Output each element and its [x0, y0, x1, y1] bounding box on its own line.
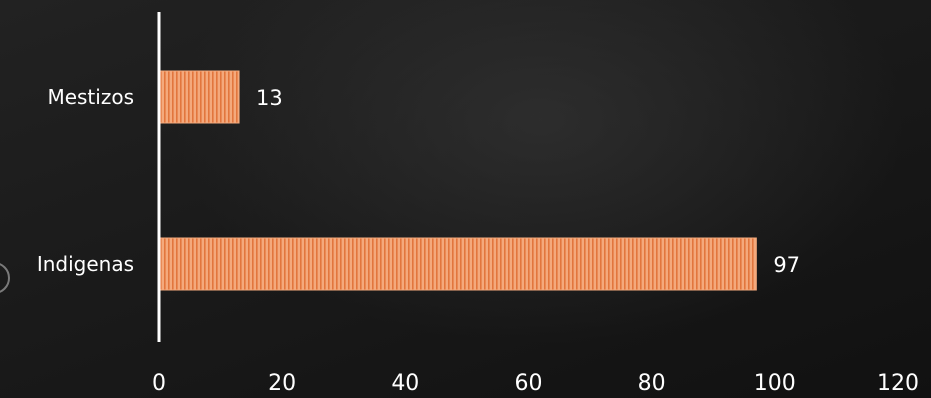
x-tick-label-20: 20 [268, 371, 296, 396]
x-tick-label-0: 0 [152, 371, 166, 396]
bars-layer [158, 70, 757, 291]
category-label-mestizos: Mestizos [47, 85, 134, 109]
x-tick-label-100: 100 [754, 371, 796, 396]
labels-layer: Mestizos 13 Indigenas 97 [37, 85, 800, 277]
bar-mestizos [158, 70, 240, 124]
bar-indigenas [158, 237, 757, 291]
x-tick-label-80: 80 [638, 371, 666, 396]
x-axis-ticks: 0 20 40 60 80 100 120 [152, 371, 919, 396]
x-tick-label-120: 120 [877, 371, 919, 396]
category-label-indigenas: Indigenas [37, 252, 134, 276]
data-label-indigenas: 97 [773, 253, 800, 277]
data-label-mestizos: 13 [256, 86, 283, 110]
x-tick-label-60: 60 [514, 371, 542, 396]
x-tick-label-40: 40 [391, 371, 419, 396]
